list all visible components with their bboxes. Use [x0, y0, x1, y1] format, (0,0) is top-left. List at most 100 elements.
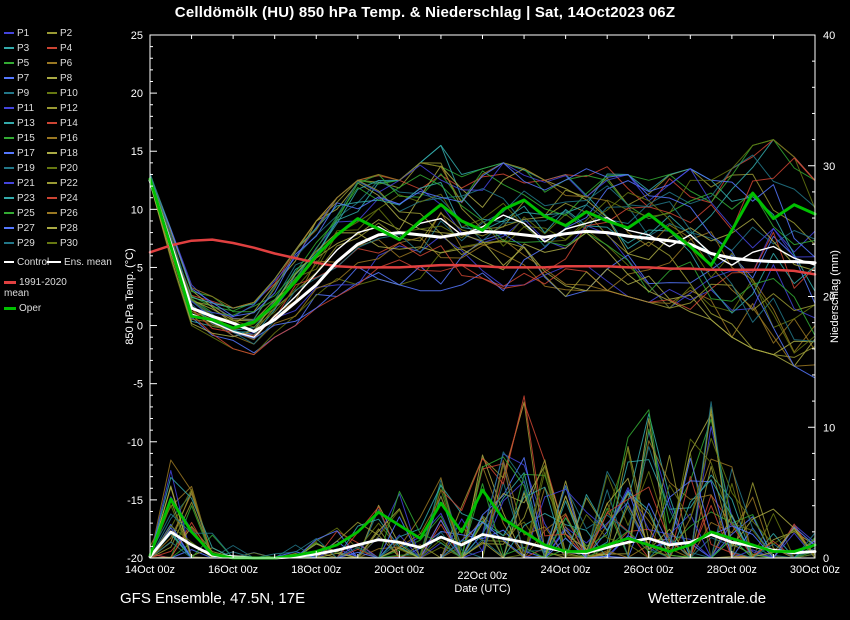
- legend-item-P3-swatch: [4, 47, 14, 50]
- legend-item-P10-swatch: [47, 92, 57, 95]
- legend-item-P27: P27: [4, 223, 35, 234]
- legend-item-P23-swatch: [4, 197, 14, 200]
- legend-item-P28-swatch: [47, 227, 57, 230]
- legend-item-P25-label: P25: [17, 208, 35, 219]
- left-axis-tick-label: 20: [131, 88, 143, 100]
- legend-item-ens-mean-swatch: [47, 261, 61, 264]
- legend-item-climate-mean: 1991-2020 mean: [4, 277, 67, 299]
- legend-item-control: Control: [4, 257, 49, 268]
- legend-item-P30-label: P30: [60, 238, 78, 249]
- ensemble-temp-line-P16: [149, 181, 816, 353]
- legend-item-P1-label: P1: [17, 28, 30, 39]
- x-axis-tick-label: 30Oct 00z: [790, 564, 840, 576]
- x-axis-tick-label: 20Oct 00z: [374, 564, 424, 576]
- ensemble-temp-line-P17: [149, 168, 816, 339]
- legend-item-P16-swatch: [47, 137, 57, 140]
- legend-item-P4: P4: [47, 43, 72, 54]
- legend-item-P21: P21: [4, 178, 35, 189]
- legend-item-P4-label: P4: [60, 43, 73, 54]
- legend-item-oper-label: Oper: [19, 303, 42, 314]
- legend-item-P20-label: P20: [60, 163, 78, 174]
- left-axis-tick-label: -20: [127, 553, 143, 565]
- legend-item-P24-swatch: [47, 197, 57, 200]
- legend-item-P19-label: P19: [17, 163, 35, 174]
- legend-item-P29: P29: [4, 238, 35, 249]
- y-axis-label-right: Niederschlag (mm): [829, 250, 841, 343]
- legend-item-oper-swatch: [4, 306, 16, 310]
- legend-item-control-label: Control: [17, 257, 50, 268]
- legend-item-P16-label: P16: [60, 133, 78, 144]
- legend-item-P13-label: P13: [17, 118, 35, 129]
- x-axis-tick-label: 28Oct 00z: [707, 564, 757, 576]
- legend-item-P9-swatch: [4, 92, 14, 95]
- legend-item-P15-label: P15: [17, 133, 35, 144]
- legend-item-climate-mean-label: 1991-2020 mean: [4, 277, 67, 299]
- ensemble-temp-line-P30: [149, 180, 816, 354]
- legend-item-P22: P22: [47, 178, 78, 189]
- legend-item-P22-label: P22: [60, 178, 78, 189]
- legend-item-P13: P13: [4, 118, 35, 129]
- legend-item-P23-label: P23: [17, 193, 35, 204]
- right-axis-tick-label: 30: [823, 161, 835, 173]
- oper-temp-line: [148, 177, 817, 330]
- x-axis-tick-label: 24Oct 00z: [541, 564, 591, 576]
- legend-item-P20: P20: [47, 163, 78, 174]
- legend-item-P24-label: P24: [60, 193, 78, 204]
- legend: P1 P2 P3 P4 P5 P6 P7 P8 P9 P10 P11 P12 P13 P14 P15 P16 P…: [0, 0, 150, 620]
- legend-item-P25: P25: [4, 208, 35, 219]
- legend-item-P18-label: P18: [60, 148, 78, 159]
- ensemble-temp-line-P28: [149, 182, 816, 356]
- legend-item-P2: P2: [47, 28, 72, 39]
- legend-item-P7-swatch: [4, 77, 14, 80]
- legend-item-control-swatch: [4, 261, 14, 264]
- left-axis-tick-label: 15: [131, 146, 143, 158]
- legend-item-P26-label: P26: [60, 208, 78, 219]
- legend-item-P19: P19: [4, 163, 35, 174]
- legend-item-ens-mean: Ens. mean: [47, 257, 112, 268]
- legend-item-P3-label: P3: [17, 43, 30, 54]
- legend-item-P29-label: P29: [17, 238, 35, 249]
- legend-item-P11: P11: [4, 103, 34, 114]
- legend-item-P19-swatch: [4, 167, 14, 170]
- legend-item-P5: P5: [4, 58, 29, 69]
- legend-item-P30: P30: [47, 238, 78, 249]
- legend-item-P10: P10: [47, 88, 78, 99]
- ensemble-precip-line-P19: [149, 446, 816, 559]
- ensemble-temp-line-P20: [149, 139, 816, 331]
- left-axis-tick-label: -5: [133, 379, 143, 391]
- left-axis-tick-label: -10: [127, 437, 143, 449]
- ensemble-temp-line-P18: [149, 165, 816, 322]
- legend-item-P15-swatch: [4, 137, 14, 140]
- ensemble-temp-line-P4: [149, 139, 816, 309]
- legend-item-P1: P1: [4, 28, 29, 39]
- x-axis-tick-label: 26Oct 00z: [624, 564, 674, 576]
- legend-item-P25-swatch: [4, 212, 14, 215]
- legend-item-ens-mean-label: Ens. mean: [64, 257, 112, 268]
- legend-item-P3: P3: [4, 43, 29, 54]
- legend-item-P1-swatch: [4, 32, 14, 35]
- legend-item-P5-swatch: [4, 62, 14, 65]
- legend-item-P10-label: P10: [60, 88, 78, 99]
- y-axis-label-left: 850 hPa Temp. (°C): [124, 248, 136, 345]
- legend-item-P8-label: P8: [60, 73, 73, 84]
- legend-item-P14-swatch: [47, 122, 57, 125]
- control-temp-line: [149, 177, 816, 338]
- legend-item-P22-swatch: [47, 182, 57, 185]
- legend-item-P4-swatch: [47, 47, 57, 50]
- legend-item-P8-swatch: [47, 77, 57, 80]
- ensemble-temp-line-P6: [149, 179, 816, 351]
- left-axis-tick-label: 5: [137, 262, 143, 274]
- legend-item-P11-label: P11: [17, 103, 35, 114]
- right-axis-tick-label: 10: [823, 422, 835, 434]
- legend-item-P21-swatch: [4, 182, 14, 185]
- legend-item-P13-swatch: [4, 122, 14, 125]
- legend-item-P24: P24: [47, 193, 78, 204]
- legend-item-P11-swatch: [4, 107, 14, 110]
- legend-item-P30-swatch: [47, 242, 57, 245]
- chart-title: Celldömölk (HU) 850 hPa Temp. & Niedersc…: [174, 4, 676, 21]
- legend-item-climate-mean-swatch: [4, 280, 16, 284]
- legend-item-P28: P28: [47, 223, 78, 234]
- legend-item-P29-swatch: [4, 242, 14, 245]
- left-axis-tick-label: -15: [127, 495, 143, 507]
